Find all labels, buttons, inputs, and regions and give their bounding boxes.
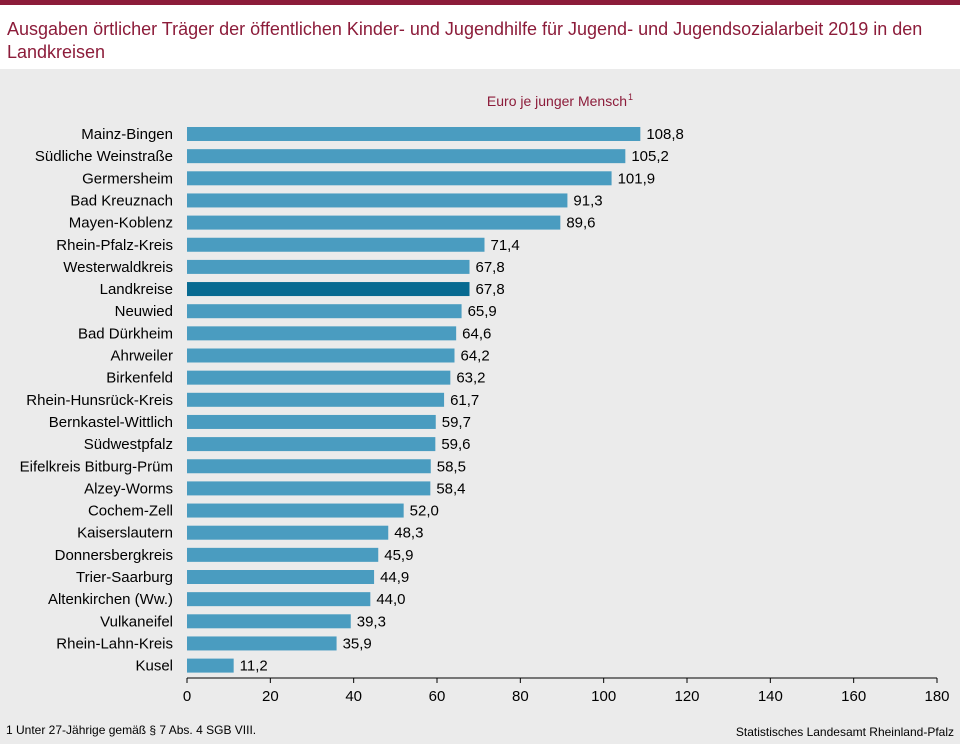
category-label-24: Kusel <box>135 658 173 675</box>
value-label-22: 39,3 <box>357 613 386 630</box>
category-label-21: Altenkirchen (Ww.) <box>48 591 173 608</box>
category-label-11: Birkenfeld <box>106 370 173 387</box>
bar-15 <box>187 459 431 474</box>
category-label-4: Mayen-Koblenz <box>69 215 173 232</box>
value-label-17: 52,0 <box>410 503 439 520</box>
bar-16 <box>187 481 431 496</box>
category-label-9: Bad Dürkheim <box>78 325 173 342</box>
bar-22 <box>187 614 351 629</box>
value-label-0: 108,8 <box>646 126 684 143</box>
category-label-5: Rhein-Pfalz-Kreis <box>56 237 173 254</box>
x-tick-label-8: 160 <box>841 688 866 705</box>
category-label-6: Westerwaldkreis <box>63 259 173 276</box>
category-label-10: Ahrweiler <box>110 348 173 365</box>
x-tick-label-5: 100 <box>591 688 616 705</box>
bar-4 <box>187 215 561 230</box>
category-label-3: Bad Kreuznach <box>70 192 173 209</box>
category-label-22: Vulkaneifel <box>100 613 173 630</box>
value-label-15: 58,5 <box>437 458 466 475</box>
bar-7 <box>187 282 470 297</box>
title-panel: Ausgaben örtlicher Träger der öffentlich… <box>0 5 960 69</box>
top-accent-rule <box>0 0 960 5</box>
bar-19 <box>187 547 379 562</box>
value-label-13: 59,7 <box>442 414 471 431</box>
value-label-18: 48,3 <box>394 525 423 542</box>
bar-11 <box>187 370 451 385</box>
category-label-13: Bernkastel-Wittlich <box>49 414 173 431</box>
category-label-18: Kaiserslautern <box>77 525 173 542</box>
x-tick-label-7: 140 <box>758 688 783 705</box>
x-tick-label-2: 40 <box>345 688 362 705</box>
value-label-20: 44,9 <box>380 569 409 586</box>
bar-3 <box>187 193 568 208</box>
value-label-23: 35,9 <box>343 635 372 652</box>
value-label-2: 101,9 <box>618 170 656 187</box>
x-tick-label-9: 180 <box>924 688 949 705</box>
bar-13 <box>187 414 436 429</box>
value-label-24: 11,2 <box>240 658 268 675</box>
value-label-9: 64,6 <box>462 325 491 342</box>
bar-20 <box>187 570 375 584</box>
bar-21 <box>187 592 371 607</box>
value-label-6: 67,8 <box>476 259 505 276</box>
value-label-16: 58,4 <box>436 480 465 497</box>
category-label-2: Germersheim <box>82 170 173 187</box>
bar-23 <box>187 636 337 651</box>
bar-5 <box>187 237 485 252</box>
bar-0 <box>187 127 641 141</box>
bar-6 <box>187 259 470 274</box>
category-label-20: Trier-Saarburg <box>76 569 173 586</box>
x-tick-label-0: 0 <box>183 688 191 705</box>
bar-2 <box>187 171 612 186</box>
source-credit: Statistisches Landesamt Rheinland-Pfalz <box>735 725 954 739</box>
bar-chart: Euro je junger Mensch1 Mainz-Bingen 108,8 S… <box>20 92 950 705</box>
value-label-10: 64,2 <box>461 348 490 365</box>
category-label-0: Mainz-Bingen <box>81 126 173 143</box>
bar-17 <box>187 503 404 518</box>
category-label-14: Südwestpfalz <box>84 436 173 453</box>
footnote: 1 Unter 27-Jährige gemäß § 7 Abs. 4 SGB … <box>6 723 257 737</box>
bar-14 <box>187 437 436 452</box>
category-label-16: Alzey-Worms <box>84 480 173 497</box>
x-tick-label-4: 80 <box>512 688 529 705</box>
bar-8 <box>187 304 462 319</box>
bar-18 <box>187 525 389 540</box>
value-label-21: 44,0 <box>376 591 405 608</box>
value-label-5: 71,4 <box>491 237 520 254</box>
bar-9 <box>187 326 457 341</box>
value-label-4: 89,6 <box>566 215 595 232</box>
category-label-7: Landkreise <box>100 281 173 298</box>
category-label-19: Donnersbergkreis <box>55 547 173 564</box>
x-tick-label-3: 60 <box>429 688 446 705</box>
category-label-23: Rhein-Lahn-Kreis <box>56 635 173 652</box>
category-label-8: Neuwied <box>115 303 173 320</box>
bar-1 <box>187 149 626 164</box>
value-label-7: 67,8 <box>476 281 505 298</box>
value-label-11: 63,2 <box>456 370 485 387</box>
category-label-17: Cochem-Zell <box>88 503 173 520</box>
value-label-3: 91,3 <box>573 192 602 209</box>
bar-12 <box>187 392 445 407</box>
chart-title: Ausgaben örtlicher Träger der öffentlich… <box>7 19 923 62</box>
x-tick-label-6: 120 <box>674 688 699 705</box>
value-label-1: 105,2 <box>631 148 669 165</box>
value-label-14: 59,6 <box>441 436 470 453</box>
value-label-8: 65,9 <box>468 303 497 320</box>
x-tick-label-1: 20 <box>262 688 279 705</box>
category-label-12: Rhein-Hunsrück-Kreis <box>26 392 173 409</box>
chart-panel: Euro je junger Mensch1 Mainz-Bingen 108,8 S… <box>0 76 960 744</box>
unit-label: Euro je junger Mensch1 <box>487 92 633 109</box>
category-label-15: Eifelkreis Bitburg-Prüm <box>20 458 173 475</box>
bar-24 <box>187 658 234 673</box>
value-label-12: 61,7 <box>450 392 479 409</box>
value-label-19: 45,9 <box>384 547 413 564</box>
bar-10 <box>187 348 455 363</box>
category-label-1: Südliche Weinstraße <box>35 148 173 165</box>
